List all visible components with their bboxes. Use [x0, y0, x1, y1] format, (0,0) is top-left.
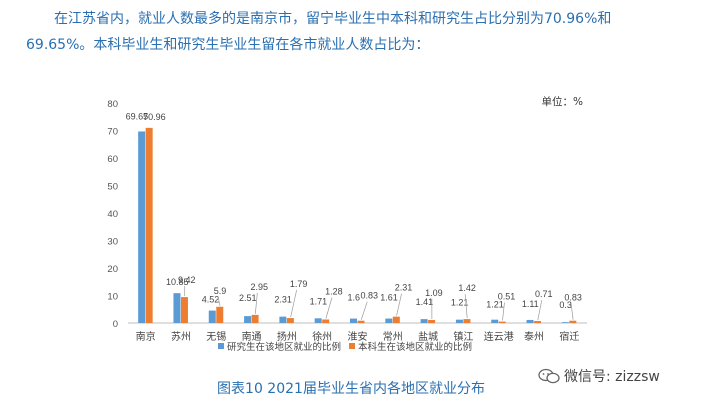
bar-graduate	[491, 319, 499, 323]
legend-label-undergraduate: 本科生在该地区就业的比例	[358, 341, 472, 353]
legend-label-graduate: 研究生在该地区就业的比例	[227, 341, 341, 353]
data-label-graduate: 1.11	[522, 299, 539, 309]
intro-line-1: 在江苏省内，就业人数最多的是南京市，留宁毕业生中本科和研究生占比分别为70.96…	[54, 11, 612, 27]
y-tick-label: 80	[107, 99, 118, 110]
x-tick-label: 宿迁	[559, 330, 579, 343]
data-label-graduate: 0.3	[559, 300, 572, 310]
data-label-undergraduate: 1.09	[425, 288, 443, 298]
bar-graduate	[279, 316, 287, 323]
bar-graduate	[173, 293, 181, 323]
x-tick-label: 南通	[242, 330, 262, 343]
data-label-undergraduate: 1.79	[290, 279, 308, 289]
bar-undergraduate	[286, 318, 294, 323]
data-label-graduate: 1.41	[416, 297, 434, 307]
bar-graduate	[244, 316, 252, 323]
bar-undergraduate	[251, 314, 259, 323]
data-label-undergraduate: 0.83	[360, 291, 378, 301]
bar-graduate	[561, 322, 569, 323]
intro-text: 在江苏省内，就业人数最多的是南京市，留宁毕业生中本科和研究生占比分别为70.96…	[26, 6, 696, 58]
watermark-text: 微信号: zizzsw	[564, 369, 660, 385]
bar-graduate	[208, 310, 216, 323]
bar-graduate	[138, 131, 146, 323]
data-label-undergraduate: 2.95	[251, 282, 269, 292]
chart-caption: 图表10 2021届毕业生省内各地区就业分布	[217, 381, 485, 397]
bar-undergraduate	[145, 127, 153, 323]
data-label-graduate: 2.31	[274, 295, 292, 305]
legend-swatch-graduate	[218, 343, 224, 349]
x-tick-label: 苏州	[171, 330, 191, 343]
bar-undergraduate	[357, 320, 365, 323]
x-tick-label: 镇江	[453, 330, 473, 343]
bar-undergraduate	[180, 297, 188, 323]
x-tick-label: 扬州	[277, 330, 297, 343]
bar-undergraduate	[428, 320, 436, 323]
leader-line	[290, 290, 297, 318]
unit-label: 单位：%	[542, 95, 583, 108]
data-label-undergraduate: 2.31	[395, 283, 413, 293]
data-label-undergraduate: 0.83	[564, 293, 582, 303]
data-label-undergraduate: 5.9	[214, 286, 227, 296]
wechat-watermark: 微信号: zizzsw	[538, 366, 660, 386]
y-tick-label: 70	[107, 127, 118, 138]
bar-undergraduate	[322, 319, 330, 323]
bar-graduate	[455, 319, 463, 323]
data-label-graduate: 10.85	[166, 277, 189, 287]
y-tick-label: 50	[107, 182, 118, 193]
data-label-undergraduate: 70.96	[143, 112, 166, 122]
bar-graduate	[385, 318, 393, 323]
data-label-graduate: 1.6	[347, 293, 360, 303]
x-tick-label: 盐城	[418, 330, 438, 343]
legend-swatch-undergraduate	[349, 343, 355, 349]
data-label-undergraduate: 1.42	[458, 283, 476, 293]
bar-graduate	[350, 318, 357, 323]
leader-line	[254, 292, 258, 314]
data-label-graduate: 1.21	[451, 298, 469, 308]
bar-undergraduate	[569, 320, 577, 323]
y-tick-label: 60	[107, 154, 118, 165]
data-label-graduate: 69.65	[126, 111, 149, 121]
y-tick-label: 0	[113, 319, 118, 330]
y-tick-label: 10	[107, 292, 118, 303]
data-label-graduate: 1.21	[486, 300, 504, 310]
leader-line	[217, 296, 221, 306]
leader-line	[502, 302, 505, 321]
y-tick-label: 20	[107, 264, 118, 275]
leader-line	[396, 293, 402, 316]
y-tick-label: 40	[107, 209, 118, 220]
data-label-graduate: 4.52	[202, 295, 220, 305]
leader-line	[537, 299, 543, 321]
data-label-undergraduate: 0.71	[535, 289, 553, 299]
wechat-icon	[538, 368, 560, 384]
data-label-undergraduate: 1.28	[325, 286, 343, 296]
x-tick-label: 无锡	[206, 330, 226, 343]
bar-undergraduate	[534, 321, 542, 323]
data-label-graduate: 1.61	[380, 293, 398, 303]
leader-line	[360, 301, 368, 320]
leader-line	[464, 294, 468, 319]
bar-undergraduate	[216, 306, 224, 323]
bar-graduate	[420, 319, 428, 323]
x-tick-label: 泰州	[524, 330, 544, 343]
intro-line-2: 69.65%。本科毕业生和研究生毕业生留在各市就业人数占比为：	[26, 37, 430, 53]
data-label-undergraduate: 0.51	[498, 292, 516, 302]
x-tick-label: 南京	[136, 330, 156, 343]
x-tick-label: 淮安	[348, 330, 368, 343]
y-tick-label: 30	[107, 237, 118, 248]
data-label-graduate: 1.71	[310, 296, 328, 306]
leader-line	[325, 297, 333, 319]
x-tick-label: 徐州	[312, 330, 332, 343]
bar-undergraduate	[498, 321, 506, 323]
bar-graduate	[314, 318, 322, 323]
x-tick-label: 连云港	[484, 330, 514, 343]
x-tick-label: 常州	[383, 330, 403, 343]
bar-undergraduate	[392, 316, 400, 323]
bar-undergraduate	[463, 319, 471, 323]
leader-line	[570, 303, 574, 320]
bar-graduate	[526, 319, 534, 323]
data-label-undergraduate: 9.42	[178, 275, 196, 285]
data-label-graduate: 2.51	[239, 293, 257, 303]
